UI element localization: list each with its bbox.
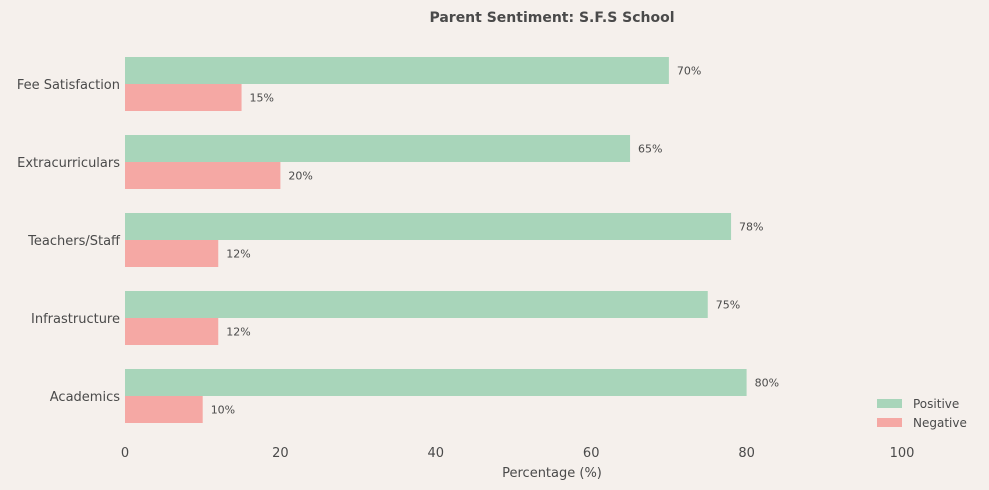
- data-label: 15%: [250, 92, 274, 105]
- x-axis-ticks: 0 20 40 60 80 100: [121, 446, 915, 461]
- data-label: 75%: [716, 299, 740, 312]
- category-labels: Fee Satisfaction Extracurriculars Teachers…: [17, 78, 121, 405]
- x-tick-label: 100: [890, 446, 915, 461]
- bar-positive: [125, 135, 631, 162]
- legend: Positive Negative: [877, 397, 967, 430]
- bar-negative: [125, 162, 281, 189]
- category-label: Academics: [50, 390, 120, 405]
- bar-positive: [125, 369, 747, 396]
- bar-positive: [125, 213, 732, 240]
- bar-positive: [125, 57, 669, 84]
- data-label: 12%: [226, 248, 250, 261]
- data-label: 20%: [288, 170, 312, 183]
- x-axis-label: Percentage (%): [502, 466, 602, 481]
- legend-swatch-positive: [877, 399, 902, 408]
- x-tick-label: 0: [121, 446, 129, 461]
- bars-layer: 70% 15% 65% 20% 78% 12% 75% 12% 80% 10%: [125, 57, 779, 423]
- bar-negative: [125, 84, 242, 111]
- bar-negative: [125, 318, 219, 345]
- legend-label-positive: Positive: [913, 397, 959, 411]
- data-label: 78%: [739, 221, 763, 234]
- data-label: 80%: [755, 377, 779, 390]
- bar-negative: [125, 396, 203, 423]
- x-tick-label: 60: [583, 446, 600, 461]
- chart-title: Parent Sentiment: S.F.S School: [429, 10, 674, 26]
- x-tick-label: 20: [272, 446, 289, 461]
- data-label: 10%: [211, 404, 235, 417]
- data-label: 65%: [638, 143, 662, 156]
- x-tick-label: 80: [738, 446, 755, 461]
- x-tick-label: 40: [428, 446, 445, 461]
- category-label: Extracurriculars: [17, 156, 120, 171]
- bar-positive: [125, 291, 708, 318]
- bar-negative: [125, 240, 219, 267]
- category-label: Fee Satisfaction: [17, 78, 120, 93]
- category-label: Teachers/Staff: [27, 234, 121, 249]
- category-label: Infrastructure: [31, 312, 120, 327]
- data-label: 70%: [677, 65, 701, 78]
- legend-swatch-negative: [877, 418, 902, 427]
- data-label: 12%: [226, 326, 250, 339]
- legend-label-negative: Negative: [913, 416, 967, 430]
